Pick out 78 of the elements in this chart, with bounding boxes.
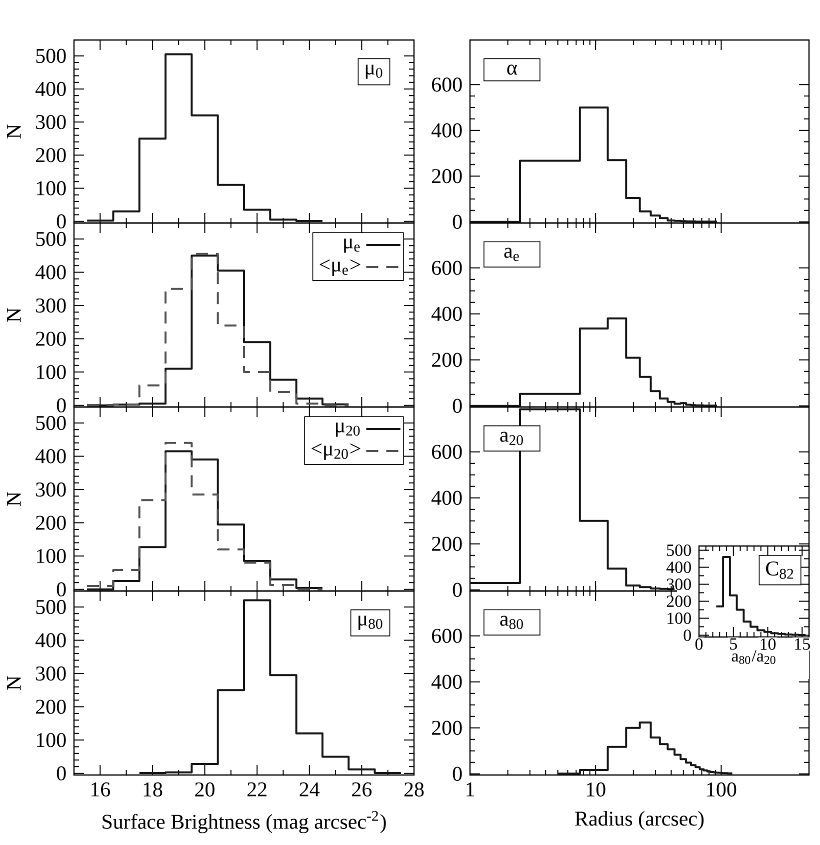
legend-label: μ$_{20}$ [336,422,360,437]
y-tick-label: 400 [432,674,462,689]
x-tick-label: 18 [144,782,162,797]
y-tick-label: 100 [668,612,691,624]
annotation: C$_{82}$ [766,561,794,579]
y-tick-label: 300 [36,114,66,130]
y-tick-label: 500 [36,600,66,614]
y-tick-label: 400 [36,82,66,96]
x-tick-label: 10 [586,782,606,797]
legend-label: μ$_{e}$ [344,238,360,253]
y-tick-label: 400 [432,306,462,321]
annotation: a$_{80}$ [500,616,523,630]
y-tick-label: 0 [452,398,462,413]
y-tick-label: 500 [36,416,66,430]
x-tick-label: 0 [695,638,703,650]
y-axis-title: N [6,492,21,506]
y-tick-label: 400 [432,490,462,505]
annotation: a$_{20}$ [500,432,523,446]
y-tick-label: 0 [452,766,462,781]
x-tick-label: 10 [760,638,776,650]
y-tick-label: 600 [432,444,462,459]
y-tick-label: 0 [684,630,691,642]
y-axis-title: N [6,124,21,138]
y-tick-label: 200 [432,352,462,367]
y-tick-label: 200 [36,516,66,530]
legend-label: <μ$_{e}$> [320,259,360,276]
x-tick-label: 5 [730,638,737,650]
x-tick-label: 16 [92,782,110,797]
y-tick-label: 0 [56,398,66,412]
y-tick-label: 300 [36,482,66,497]
y-axis-title: N [6,308,21,322]
y-tick-label: 0 [56,766,66,780]
y-tick-label: 400 [36,265,66,280]
y-tick-label: 0 [56,582,66,596]
y-tick-label: 400 [666,562,691,573]
y-tick-label: 500 [667,544,691,556]
y-tick-label: 400 [36,449,66,464]
x-axis-title: a$_{80}$/a$_{20}$ [732,650,776,664]
y-tick-label: 200 [36,700,66,714]
x-tick-label: 15 [795,638,810,650]
y-tick-label: 500 [36,48,66,63]
y-tick-label: 500 [36,232,66,246]
y-tick-label: 0 [452,214,462,229]
legend-label: <μ$_{20}$> [312,443,360,460]
x-tick-label: 24 [300,782,320,796]
y-tick-label: 0 [452,582,462,597]
y-tick-label: 200 [432,536,462,551]
y-tick-label: 600 [432,628,462,643]
y-axis-title: N [6,676,21,690]
y-tick-label: 100 [36,364,66,380]
annotation: μ$_{0}$ [366,64,382,79]
y-tick-label: 600 [432,78,462,92]
y-tick-label: 100 [36,181,66,196]
x-tick-label: 100 [707,782,736,797]
x-axis-title: Radius (arcsec) [575,810,704,830]
y-tick-label: 400 [432,123,462,138]
y-tick-label: 200 [666,596,691,607]
y-tick-label: 600 [432,260,462,275]
y-tick-label: 300 [666,578,691,590]
annotation: μ$_{80}$ [358,616,382,630]
y-tick-label: 200 [432,720,462,735]
y-tick-label: 200 [36,332,66,346]
x-tick-label: 22 [247,782,266,796]
y-tick-label: 400 [36,633,66,648]
y-tick-label: 300 [36,666,66,681]
y-tick-label: 100 [36,732,66,748]
x-tick-label: 1 [466,782,474,796]
y-tick-label: 100 [36,548,66,564]
y-tick-label: 200 [432,169,462,184]
annotation: α [507,64,517,75]
x-tick-label: 26 [352,782,372,797]
x-tick-label: 20 [195,782,214,797]
y-tick-label: 300 [36,298,66,313]
y-tick-label: 200 [36,148,66,162]
y-tick-label: 0 [56,214,66,228]
x-axis-title: Surface Brightness (mag arcsec$^{-2}$) [102,810,386,834]
annotation: a$_{e}$ [504,248,519,262]
x-tick-label: 28 [404,782,424,797]
